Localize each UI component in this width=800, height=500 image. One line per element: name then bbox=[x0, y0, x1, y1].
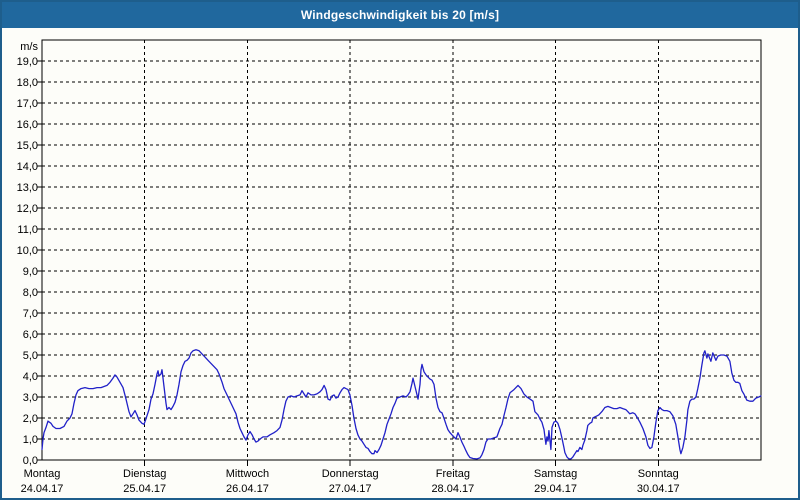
y-tick-label: 18,0 bbox=[17, 77, 38, 89]
y-tick-label: 11,0 bbox=[17, 224, 38, 236]
x-day-label: Samstag bbox=[534, 468, 577, 480]
x-day-label: Mittwoch bbox=[226, 468, 269, 480]
y-tick-label: 6,0 bbox=[23, 329, 38, 341]
x-date-label: 30.04.17 bbox=[637, 483, 680, 495]
y-tick-label: 12,0 bbox=[17, 203, 38, 215]
y-tick-label: 7,0 bbox=[23, 308, 38, 320]
axis-frame bbox=[37, 39, 762, 466]
x-day-label: Dienstag bbox=[123, 468, 166, 480]
y-tick-label: 4,0 bbox=[23, 371, 38, 383]
y-axis-unit: m/s bbox=[20, 41, 38, 53]
y-tick-label: 17,0 bbox=[17, 98, 38, 110]
title-bar: Windgeschwindigkeit bis 20 [m/s] bbox=[2, 2, 798, 28]
x-date-label: 25.04.17 bbox=[123, 483, 166, 495]
y-tick-label: 8,0 bbox=[23, 287, 38, 299]
y-tick-label: 15,0 bbox=[17, 140, 38, 152]
window-title: Windgeschwindigkeit bis 20 [m/s] bbox=[300, 8, 500, 22]
y-tick-label: 0,0 bbox=[23, 455, 38, 467]
y-tick-label: 19,0 bbox=[17, 56, 38, 68]
gridlines bbox=[42, 40, 761, 460]
y-tick-label: 9,0 bbox=[23, 266, 38, 278]
axis-labels: 0,0 1,0 2,0 3,0 4,0 5,0 6,0 7,0 8,0 9,0 10,0 11,0 12… bbox=[17, 41, 680, 495]
y-tick-label: 16,0 bbox=[17, 119, 38, 131]
y-tick-label: 5,0 bbox=[23, 350, 38, 362]
x-date-label: 28.04.17 bbox=[431, 483, 474, 495]
y-tick-label: 3,0 bbox=[23, 392, 38, 404]
x-date-label: 29.04.17 bbox=[534, 483, 577, 495]
y-tick-label: 14,0 bbox=[17, 161, 38, 173]
y-tick-label: 10,0 bbox=[17, 245, 38, 257]
x-date-label: 24.04.17 bbox=[21, 483, 64, 495]
x-day-label: Donnerstag bbox=[322, 468, 379, 480]
y-tick-label: 13,0 bbox=[17, 182, 38, 194]
x-day-label: Montag bbox=[24, 468, 61, 480]
x-day-label: Sonntag bbox=[638, 468, 679, 480]
y-tick-label: 1,0 bbox=[23, 434, 38, 446]
y-tick-label: 2,0 bbox=[23, 413, 38, 425]
wind-speed-line bbox=[41, 349, 762, 460]
x-date-label: 27.04.17 bbox=[329, 483, 372, 495]
x-date-label: 26.04.17 bbox=[226, 483, 269, 495]
x-day-label: Freitag bbox=[436, 468, 470, 480]
